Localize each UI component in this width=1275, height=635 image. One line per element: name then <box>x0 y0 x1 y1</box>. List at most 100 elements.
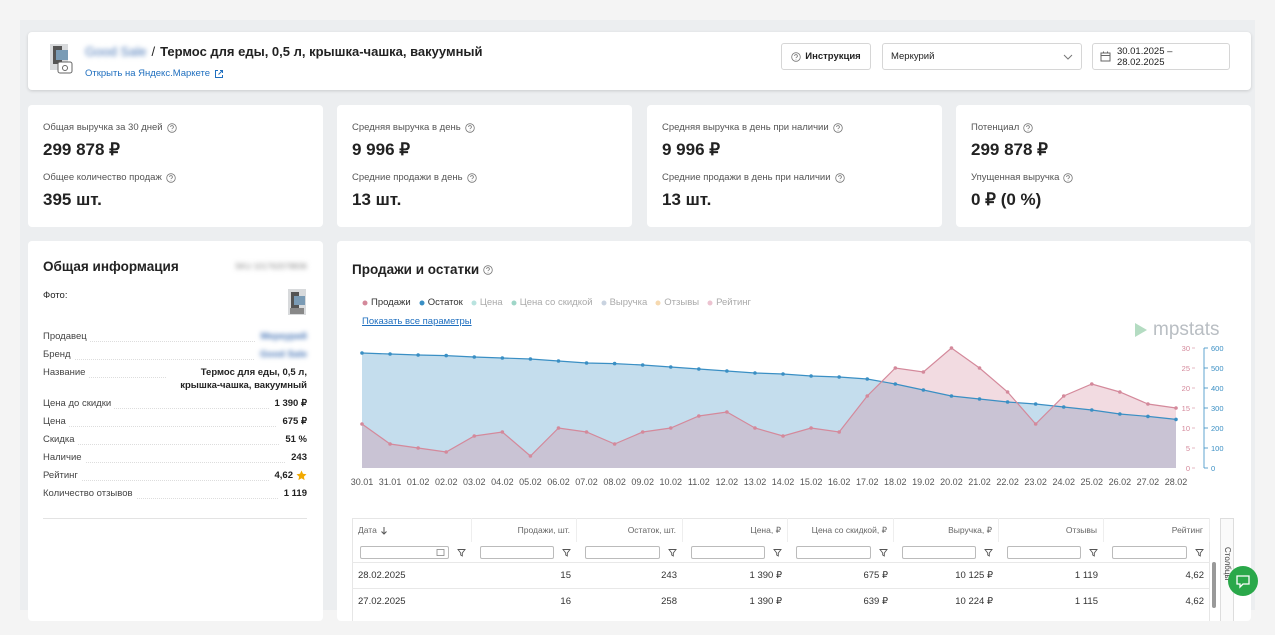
column-header[interactable]: Отзывы <box>999 518 1104 542</box>
store-select[interactable]: Меркурий <box>882 43 1082 70</box>
column-header-text[interactable]: Дата <box>358 525 377 535</box>
stat-card: Средняя выручка в день 9 996 ₽ Средние про… <box>337 105 632 227</box>
info-value-text: 675 ₽ <box>282 415 307 427</box>
legend-item[interactable]: Остаток <box>419 297 463 308</box>
market-link[interactable]: Открыть на Яндекс.Маркете <box>85 68 224 79</box>
point <box>416 446 420 450</box>
y-tick-label: 0 <box>1186 464 1190 473</box>
filter-cell <box>585 545 677 559</box>
photo[interactable] <box>287 288 307 316</box>
column-header[interactable]: Остаток, шт. <box>577 518 683 542</box>
x-tick-label: 24.02 <box>1052 477 1075 487</box>
column-header[interactable]: Рейтинг <box>1104 518 1210 542</box>
chart-panel: Продажи и остатки Продажи Остаток Цена Цена… <box>337 241 1251 621</box>
x-tick-label: 05.02 <box>519 477 542 487</box>
chart-header: Продажи и остатки <box>352 262 493 277</box>
column-header[interactable]: Цена со скидкой, ₽ <box>788 518 894 542</box>
point <box>584 430 589 434</box>
legend-label[interactable]: Остаток <box>427 297 463 308</box>
stat-label-text: Упущенная выручка <box>971 172 1060 183</box>
info-key: Количество отзывов <box>43 487 278 499</box>
legend-item[interactable]: Продажи <box>362 297 411 308</box>
column-header-text[interactable]: Цена со скидкой, ₽ <box>811 525 887 535</box>
column-header-text[interactable]: Рейтинг <box>1171 525 1203 535</box>
legend-item[interactable]: Рейтинг <box>707 297 751 308</box>
column-header-text[interactable]: Выручка, ₽ <box>948 525 992 535</box>
date-range-text[interactable]: 30.01.2025 – 28.02.2025 <box>1116 45 1173 68</box>
divider <box>43 518 307 519</box>
filter-input[interactable] <box>360 545 449 559</box>
filter-icon <box>984 548 993 557</box>
column-header[interactable]: Выручка, ₽ <box>894 518 999 542</box>
filter-input[interactable] <box>585 545 660 559</box>
filter-input[interactable] <box>1007 545 1081 559</box>
column-header-text[interactable]: Цена, ₽ <box>750 525 781 535</box>
legend-label[interactable]: Отзывы <box>664 297 700 308</box>
column-header-text[interactable]: Отзывы <box>1065 525 1097 535</box>
info-value: 1 390 ₽ <box>275 397 307 410</box>
chart-title: Продажи и остатки <box>352 262 480 277</box>
column-header[interactable]: Продажи, шт. <box>472 518 577 542</box>
product-thumb[interactable] <box>48 42 74 76</box>
column-header[interactable]: Дата <box>352 518 472 542</box>
point <box>1146 402 1150 406</box>
legend-item[interactable]: Цена <box>471 297 503 308</box>
info-key-text: Цена <box>43 415 69 427</box>
stat-label-text: Средние продажи в день <box>352 172 463 183</box>
stat-value: 299 878 ₽ <box>971 140 1048 159</box>
legend-item[interactable]: Цена со скидкой <box>511 297 593 308</box>
info-value-text: 1 390 ₽ <box>274 397 307 409</box>
store-text[interactable]: Меркурий <box>891 51 935 62</box>
point <box>1005 390 1010 394</box>
filter-input[interactable] <box>480 545 554 559</box>
legend-label[interactable]: Цена <box>479 297 503 308</box>
funnel <box>457 548 466 557</box>
side-tab-text[interactable]: Столбцы <box>1223 547 1232 581</box>
stat-label-text: Средняя выручка в день при наличии <box>662 122 829 133</box>
x-tick-label: 15.02 <box>800 477 823 487</box>
stat-label-text: Средние продажи в день при наличии <box>662 172 831 183</box>
legend-swatch <box>362 300 368 305</box>
filter-icon <box>1089 548 1098 557</box>
legend-label[interactable]: Выручка <box>609 297 648 308</box>
stat-card: Средняя выручка в день при наличии 9 996 … <box>647 105 942 227</box>
legend-label[interactable]: Продажи <box>371 297 411 308</box>
point <box>725 369 729 373</box>
point <box>444 450 449 454</box>
stat-label: Упущенная выручка <box>971 172 1074 183</box>
header: Good Sale / Термос для еды, 0,5 л, крышк… <box>28 32 1251 90</box>
chat-button[interactable] <box>1227 565 1259 597</box>
filter-input[interactable] <box>1112 545 1187 559</box>
x-tick-label: 18.02 <box>884 477 907 487</box>
help-mark <box>169 174 173 181</box>
filter-cell <box>796 545 888 559</box>
area <box>362 348 1176 468</box>
scrollbar[interactable] <box>1212 562 1216 608</box>
market-link-text[interactable]: Открыть на Яндекс.Маркете <box>85 68 211 79</box>
point <box>556 359 561 363</box>
info-value: 675 ₽ <box>282 415 307 428</box>
stat-label: Общая выручка за 30 дней <box>43 122 177 133</box>
x-tick-label: 07.02 <box>575 477 598 487</box>
point <box>921 370 926 374</box>
legend-label[interactable]: Рейтинг <box>716 297 751 308</box>
column-header-text[interactable]: Продажи, шт. <box>517 525 570 535</box>
legend-item[interactable]: Выручка <box>601 297 648 308</box>
filter-input[interactable] <box>691 545 765 559</box>
date-range[interactable]: 30.01.2025 – 28.02.2025 <box>1092 43 1230 70</box>
filter-input[interactable] <box>796 545 871 559</box>
column-header[interactable]: Цена, ₽ <box>683 518 788 542</box>
instruction-button[interactable]: Инструкция <box>781 43 871 70</box>
x-tick-label: 25.02 <box>1081 477 1104 487</box>
filter-input[interactable] <box>902 545 976 559</box>
stat-label: Средние продажи в день при наличии <box>662 172 845 183</box>
show-all-link[interactable]: Показать все параметры <box>362 316 472 327</box>
info-value-text: Good Sale <box>260 348 307 360</box>
legend-item[interactable]: Отзывы <box>655 297 699 308</box>
instruction-text[interactable]: Инструкция <box>805 51 861 62</box>
help-mark <box>486 266 490 273</box>
table-cell: 28.02.2025 <box>358 570 406 581</box>
column-header-text[interactable]: Остаток, шт. <box>627 525 676 535</box>
legend-label[interactable]: Цена со скидкой <box>519 297 593 308</box>
stat-card: Общая выручка за 30 дней 299 878 ₽ Общее к… <box>28 105 323 227</box>
